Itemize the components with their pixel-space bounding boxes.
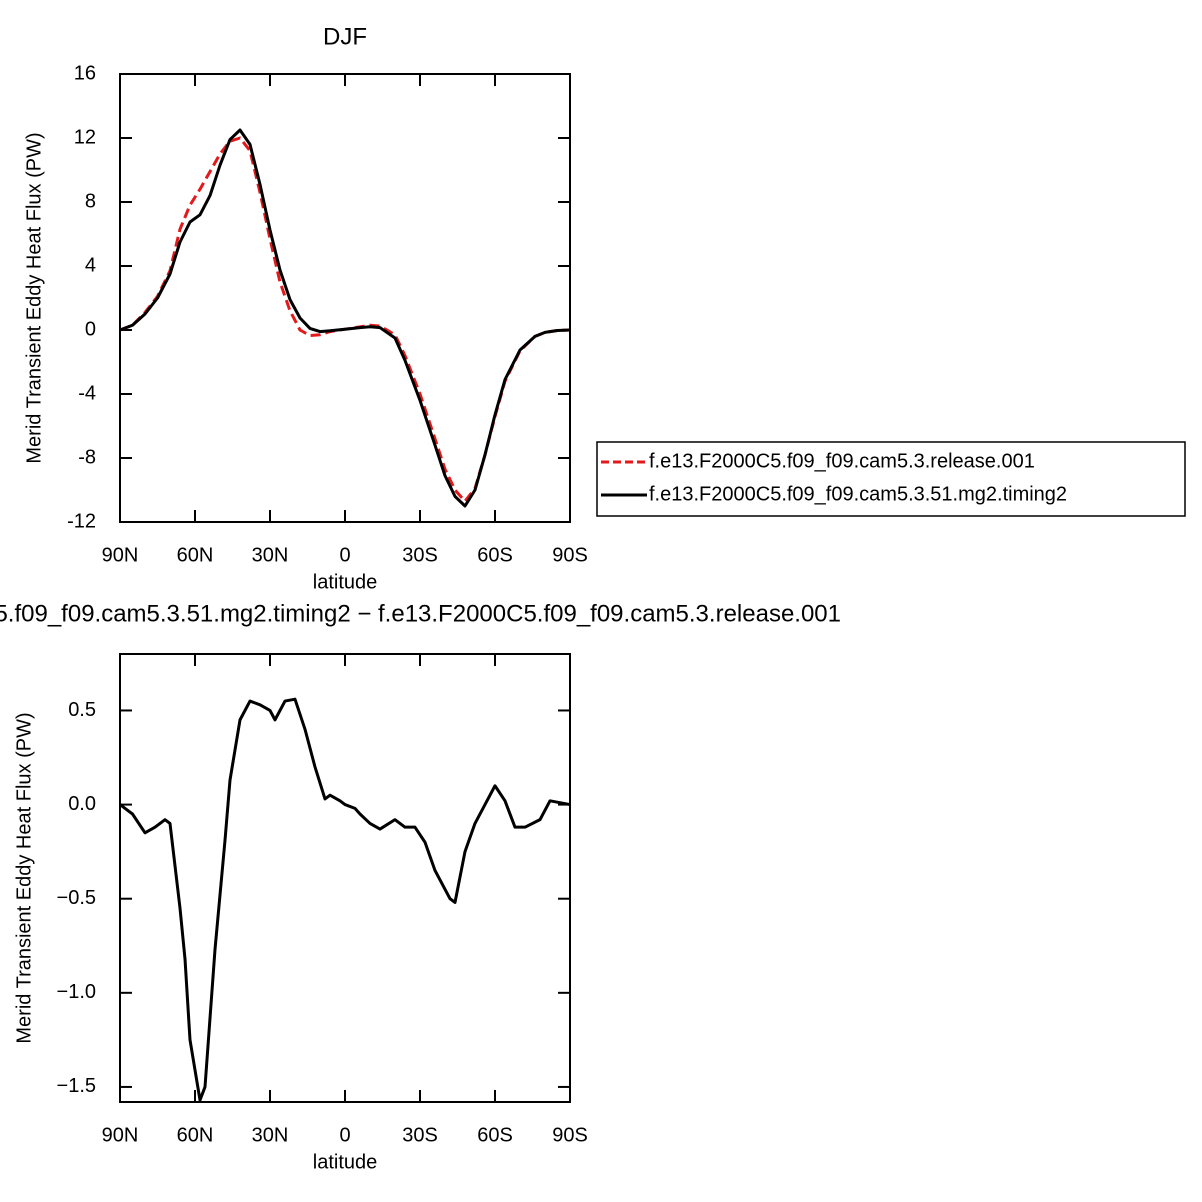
y-axis-label: Merid Transient Eddy Heat Flux (PW) (13, 712, 35, 1043)
data-line (119, 128, 571, 508)
y-tick-label: 8 (85, 190, 96, 212)
legend-label: f.e13.F2000C5.f09_f09.cam5.3.51.mg2.timi… (649, 483, 1067, 505)
x-tick-label: 60S (477, 1124, 513, 1146)
x-tick-label: 30N (252, 1124, 289, 1146)
x-tick-label: 0 (339, 1124, 350, 1146)
y-tick-label: 0.0 (68, 793, 96, 815)
x-tick-label: 90S (552, 544, 588, 566)
chart-title: DJF (323, 23, 367, 50)
x-axis-label: latitude (313, 571, 378, 593)
data-line (119, 697, 571, 1102)
y-tick-label: -8 (78, 446, 96, 468)
x-tick-label: 30S (402, 544, 438, 566)
y-axis-label: Merid Transient Eddy Heat Flux (PW) (23, 132, 45, 463)
x-tick-label: 30N (252, 544, 289, 566)
x-axis-label: latitude (313, 1151, 378, 1173)
legend-label: f.e13.F2000C5.f09_f09.cam5.3.release.001 (649, 450, 1035, 472)
x-tick-label: 90S (552, 1124, 588, 1146)
x-tick-label: 60N (177, 1124, 214, 1146)
y-tick-label: -4 (78, 382, 96, 404)
plot-frame (119, 73, 571, 523)
x-tick-label: 60S (477, 544, 513, 566)
plot-frame (119, 653, 571, 1103)
x-tick-label: 30S (402, 1124, 438, 1146)
legend-box (596, 441, 1186, 517)
y-tick-label: −0.5 (57, 887, 96, 909)
y-tick-label: −1.5 (57, 1075, 96, 1097)
x-tick-label: 90N (102, 1124, 139, 1146)
x-tick-label: 60N (177, 544, 214, 566)
y-tick-label: 0 (85, 318, 96, 340)
y-tick-label: −1.0 (57, 981, 96, 1003)
x-tick-label: 0 (339, 544, 350, 566)
y-tick-label: 12 (74, 126, 96, 148)
chart-title: f.e13.F2000C5.f09_f09.cam5.3.51.mg2.timi… (0, 600, 841, 627)
y-tick-label: 4 (85, 254, 96, 276)
y-tick-label: 0.5 (68, 699, 96, 721)
x-tick-label: 90N (102, 544, 139, 566)
data-line (119, 136, 571, 503)
y-tick-label: -12 (67, 510, 96, 532)
y-tick-label: 16 (74, 62, 96, 84)
